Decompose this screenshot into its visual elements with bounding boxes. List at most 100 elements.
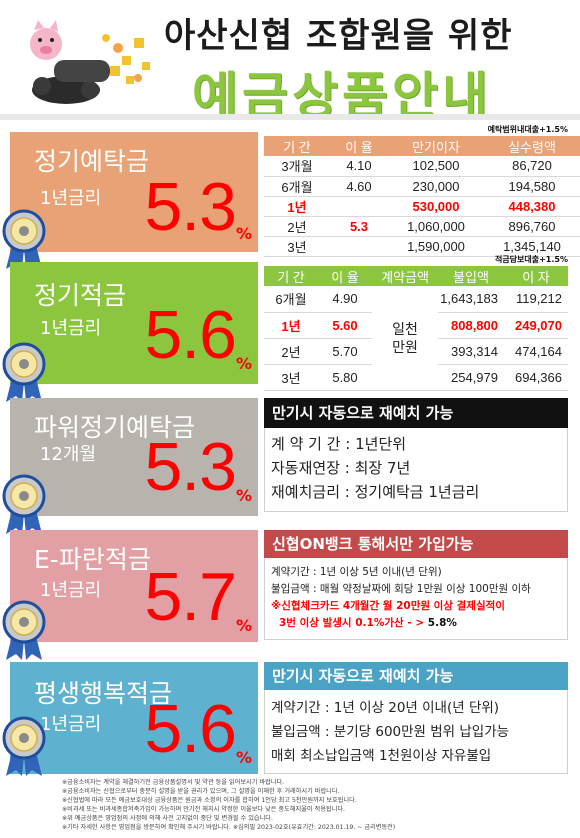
product-panel-installment: 정기적금 1년금리 5.6 % [10,262,258,384]
table-row: 3년 5.80 254,979 694,366 [264,364,568,391]
cell: 694,366 [504,364,568,391]
info-line: 재예치금리 : 정기예탁금 1년금리 [271,483,480,501]
product-name: 정기적금 [34,281,127,310]
product-sub: 1년금리 [40,318,102,339]
medal-icon [2,474,46,534]
cell: 474,164 [504,338,568,365]
column-header: 실수령액 [508,139,556,155]
cell: 3개월 [264,156,330,177]
info-line: 자동재연장 : 최장 7년 [271,459,411,477]
cell: 4.60 [330,176,388,197]
table-row: 6개월 4.90 일천 만원 1,643,183 119,212 [264,286,568,391]
header-stripe [0,114,580,120]
table-row-highlight: 1년 5.60 808,800 249,070 [264,312,568,339]
medal-icon [2,716,46,776]
red-note-2: 3번 이상 발생시 0.1%가산 - > 5.8% [271,615,561,632]
product-rate: 5.3 [144,429,237,505]
info-line: 계약기간 : 1년 이상 20년 이내(년 단위) [271,700,500,716]
rate-percent: % [235,224,252,243]
cell: 254,979 [438,364,504,391]
rate-table-installment: 기 간 이 율 계약금액 불입액 이 자 6개월 4.90 일천 만원 1,64… [264,266,568,391]
product-panel-e-blue-savings: E-파란적금 1년금리 5.7 % [10,530,258,642]
column-header: 기 간 [277,269,305,285]
cell: 1,345,140 [484,236,580,257]
header: 아산신협 조합원을 위한 예금상품안내 [0,0,580,125]
cell: 3년 [264,364,318,391]
cell: 808,800 [438,312,504,339]
cell: 1년 [264,312,318,339]
product-name: E-파란적금 [34,545,151,574]
cell: 230,000 [388,176,484,197]
cell: 4.90 [318,286,372,313]
cell: 2년 [264,338,318,365]
table-row: 2년 5.70 393,314 474,164 [264,338,568,365]
footer-disclaimer: ※금융소비자는 계약을 체결하기전 금융상품설명서 및 약관 등을 읽어보시기 … [62,778,570,832]
cell: 1,643,183 [438,286,504,313]
cell: 2년 [264,216,330,237]
product-sub: 1년금리 [40,580,102,601]
product-panel-lifetime-happiness: 평생행복적금 1년금리 5.6 % [10,662,258,774]
cell: 6개월 [264,286,318,313]
column-header: 이 율 [331,269,359,285]
cell: 896,760 [484,216,580,237]
table-row-highlight: 1년 530,000 448,380 [264,196,580,217]
info-box-body: 계약기간 : 1년 이상 5년 이내(년 단위) 불입금액 : 매월 약정날짜에… [264,558,568,640]
product-rate: 5.3 [144,169,237,245]
cell: 5.3 [330,216,388,237]
red-note-text: 3번 이상 발생시 0.1%가산 - > [279,617,428,629]
rate-percent: % [235,748,252,767]
medal-icon [2,600,46,660]
cell: 119,212 [504,286,568,313]
cell: 1년 [264,196,330,217]
product-rate: 5.7 [144,559,237,635]
product-rate: 5.6 [144,297,237,373]
column-header: 계약금액 [381,269,429,285]
cell: 6개월 [264,176,330,197]
info-box-head: 만기시 자동으로 재예치 가능 [264,662,568,690]
product-rate: 5.6 [144,691,237,767]
info-box-head: 신협ON뱅크 통해서만 가입가능 [264,530,568,558]
cell: 5.70 [318,338,372,365]
disclaimer-line: ※비과세 또는 비과세종합저축가입이 가능하며 만기전 해지시 약정한 이율보다… [62,806,345,813]
cell: 530,000 [388,196,484,217]
rate-percent: % [235,616,252,635]
info-line: 매회 최소납입금액 1천원이상 자유불입 [271,748,492,764]
cell: 86,720 [484,156,580,177]
cell: 393,314 [438,338,504,365]
contract-amount: 일천 만원 [392,320,418,355]
info-line: 계약기간 : 1년 이상 5년 이내(년 단위) [271,566,442,578]
column-header: 기 간 [283,139,311,155]
table-row: 6개월 4.60 230,000 194,580 [264,176,580,197]
cell: 448,380 [484,196,580,217]
rate-percent: % [235,354,252,373]
info-box-body: 계 약 기 간 : 1년단위 자동재연장 : 최장 7년 재예치금리 : 정기예… [264,428,568,512]
info-box-head: 만기시 자동으로 재예치 가능 [264,398,568,428]
product-name: 평생행복적금 [34,679,173,708]
cell: 5.80 [318,364,372,391]
note: 적금담보대출+1.5% [494,255,568,264]
table-row: 3개월 4.10 102,500 86,720 [264,156,580,177]
table-row: 2년 5.3 1,060,000 896,760 [264,216,580,237]
info-line: 불입금액 : 매월 약정날짜에 회당 1만원 이상 100만원 이하 [271,583,531,595]
disclaimer-line: ※위 예금상품은 영업점의 사정에 의해 사전 고지없이 중단 및 변경될 수 … [62,815,273,822]
cell [330,236,388,257]
mascot-illustration [30,20,150,104]
column-header: 이 자 [522,269,550,285]
cell [330,196,388,217]
disclaimer-line: ※금융소비자는 계약을 체결하기전 금융상품설명서 및 약관 등을 읽어보시기 … [62,779,285,786]
column-header: 만기이자 [412,139,460,155]
boosted-rate: 5.8% [427,617,457,629]
disclaimer-line: ※금융소비자는 신협으로부터 충분히 설명을 받을 권리가 있으며, 그 설명을… [62,788,340,795]
disclaimer-line: ※기타 자세한 사항은 영업점을 방문하여 확인해 주시기 바랍니다. ※심의필… [62,824,396,831]
red-note: ※신협체크카드 4개월간 월 20만원 이상 결제실적이 [271,600,505,612]
rate-table-term-deposit: 기 간 이 율 만기이자 실수령액 3개월 4.10 102,500 86,72… [264,136,580,257]
cell: 249,070 [504,312,568,339]
product-panel-term-deposit: 정기예탁금 1년금리 5.3 % [10,132,258,252]
rate-percent: % [235,486,252,505]
contract-amount-cell: 일천 만원 [372,286,438,391]
product-name: 정기예탁금 [34,147,150,176]
cell: 102,500 [388,156,484,177]
product-name: 파워정기예탁금 [34,413,196,442]
column-header: 불입액 [453,269,489,285]
title-line-1: 아산신협 조합원을 위한 [164,16,513,56]
